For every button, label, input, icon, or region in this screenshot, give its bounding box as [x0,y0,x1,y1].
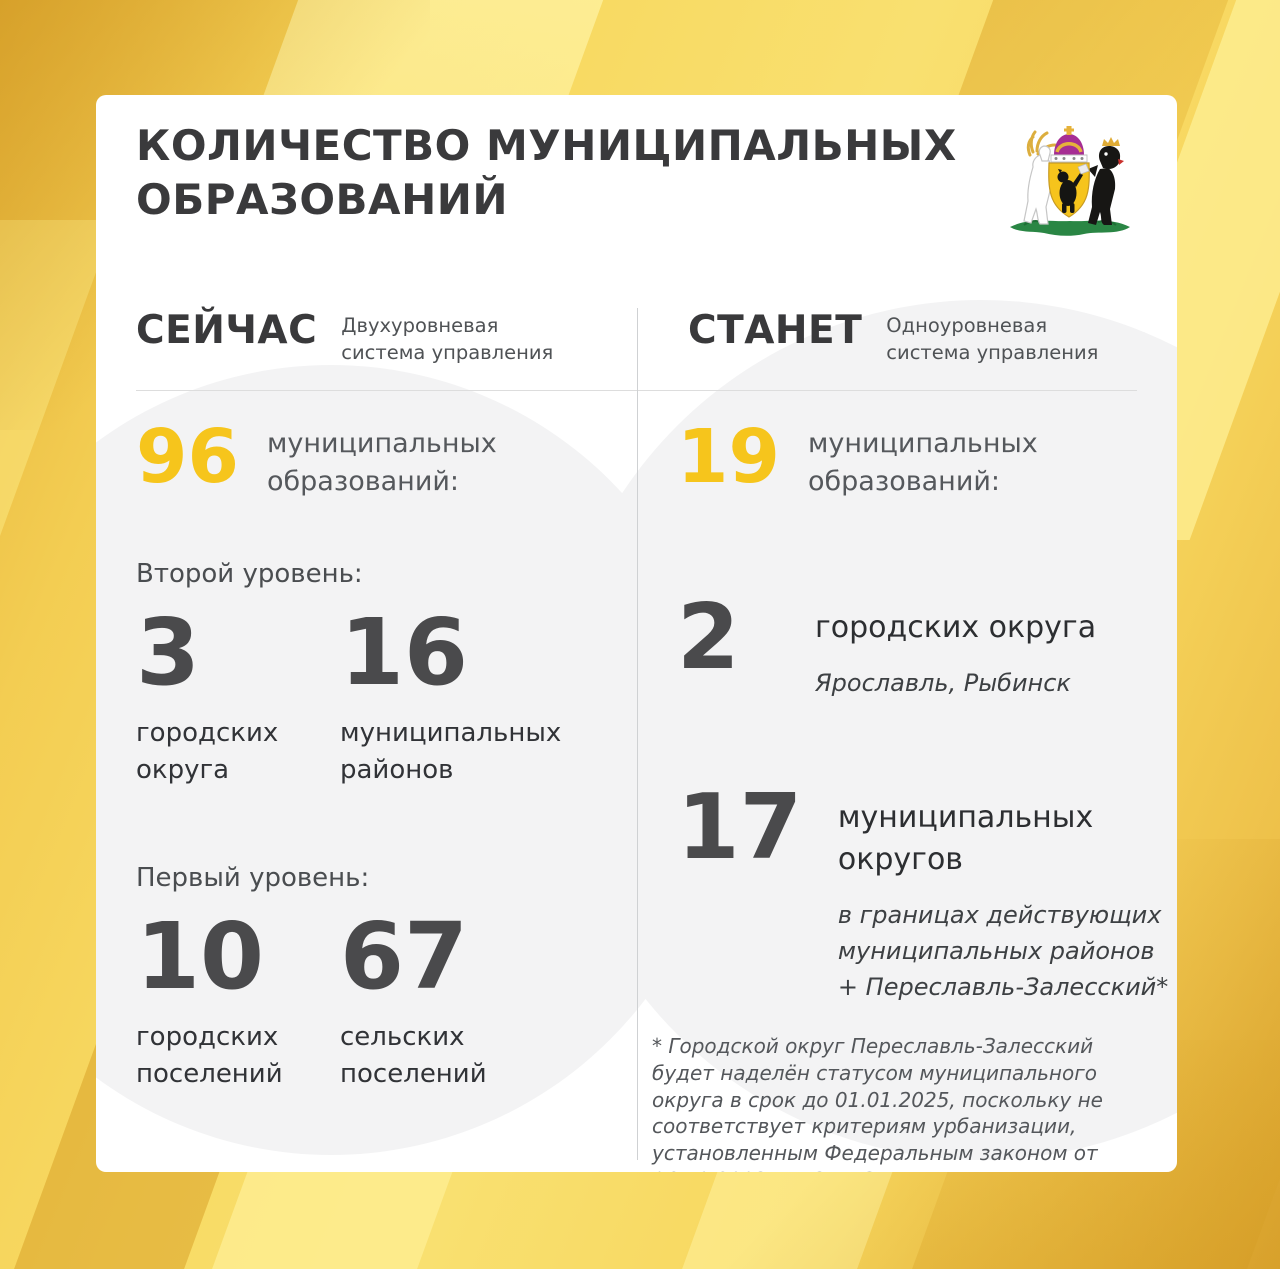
footnote: * Городской округ Переславль-Залесский б… [652,1034,1103,1172]
now-level2-label: Второй уровень: [136,559,363,589]
stat-value: 16 [340,599,469,706]
stat-note: в границах действующих муниципальных рай… [837,901,1169,1001]
now-total-value: 96 [136,414,239,500]
stat-city-districts: 3 городских округа [136,607,340,789]
stat-note: Ярославль, Рыбинск [815,669,1071,697]
future-total-value: 19 [677,414,780,500]
stat-value: 3 [136,599,201,706]
page-title-line1: КОЛИЧЕСТВО МУНИЦИПАЛЬНЫХ [136,121,957,170]
column-header-now: СЕЙЧАС Двухуровневая система управления [136,311,559,367]
now-heading: СЕЙЧАС [136,308,318,353]
now-subheading: Двухуровневая система управления [341,314,554,364]
now-total: 96 муниципальных образований: [136,414,562,501]
stat-label: городских округа [815,610,1097,645]
coat-of-arms-emblem [994,121,1146,241]
column-header-future: СТАНЕТ Одноуровневая система управления [688,311,1104,367]
stat-value: 17 [677,775,803,880]
stat-label: городских округа [136,718,279,785]
stat-value: 2 [677,585,740,690]
future-heading: СТАНЕТ [688,308,863,353]
future-total-label: муниципальных образований: [807,428,1038,497]
stat-label: муниципальных округов [837,800,1094,877]
info-card: КОЛИЧЕСТВО МУНИЦИПАЛЬНЫХ ОБРАЗОВАНИЙ [96,95,1177,1172]
background-stripe [1198,1040,1280,1269]
stat-label: городских поселений [136,1022,283,1089]
future-total: 19 муниципальных образований: [677,414,1103,501]
yaroslavl-coat-of-arms-icon [1010,126,1130,236]
header-divider-line [136,390,1137,391]
stat-label: муниципальных районов [340,718,562,785]
page-title: КОЛИЧЕСТВО МУНИЦИПАЛЬНЫХ ОБРАЗОВАНИЙ [136,119,957,227]
now-level2-stats: 3 городских округа 16 муниципальных райо… [136,599,562,789]
now-total-label: муниципальных образований: [266,428,497,497]
stat-value: 10 [136,903,265,1010]
stat-municipal-raions: 16 муниципальных районов [340,599,562,789]
stat-value: 67 [340,903,469,1010]
page-title-line2: ОБРАЗОВАНИЙ [136,174,509,224]
stat-label: сельских поселений [340,1022,487,1089]
stat-urban-settlements: 10 городских поселений [136,911,340,1093]
future-item-city-okrugs: 2 городских округа Ярославль, Рыбинск [677,593,1096,701]
now-level1-label: Первый уровень: [136,863,370,893]
now-level1-stats: 10 городских поселений 67 сельских посел… [136,911,535,1093]
stat-rural-settlements: 67 сельских поселений [340,911,535,1093]
future-item-municipal-okrugs: 17 муниципальных округов в границах дейс… [677,783,1177,1005]
future-subheading: Одноуровневая система управления [886,314,1099,364]
column-divider-line [637,308,638,1160]
